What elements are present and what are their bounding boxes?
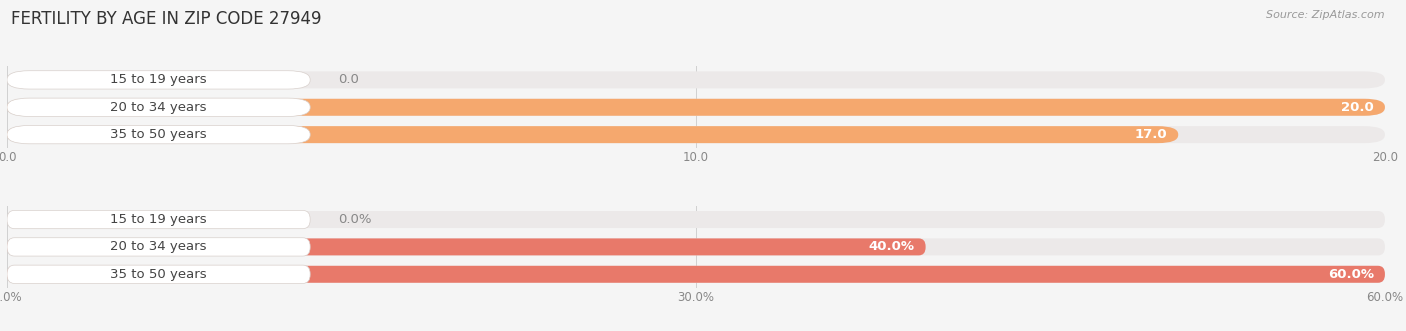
FancyBboxPatch shape (7, 238, 1385, 256)
FancyBboxPatch shape (7, 211, 1385, 228)
Text: 17.0: 17.0 (1135, 128, 1167, 141)
FancyBboxPatch shape (7, 238, 311, 256)
FancyBboxPatch shape (7, 98, 311, 117)
Text: 40.0%: 40.0% (869, 240, 914, 254)
Text: 0.0: 0.0 (337, 73, 359, 86)
FancyBboxPatch shape (7, 265, 311, 283)
Text: Source: ZipAtlas.com: Source: ZipAtlas.com (1267, 10, 1385, 20)
FancyBboxPatch shape (7, 266, 1385, 283)
Text: 20 to 34 years: 20 to 34 years (110, 240, 207, 254)
FancyBboxPatch shape (7, 99, 1385, 116)
Text: 20 to 34 years: 20 to 34 years (110, 101, 207, 114)
FancyBboxPatch shape (7, 266, 1385, 283)
Text: 0.0%: 0.0% (337, 213, 371, 226)
FancyBboxPatch shape (7, 71, 1385, 88)
Text: 15 to 19 years: 15 to 19 years (110, 213, 207, 226)
FancyBboxPatch shape (7, 126, 1385, 143)
FancyBboxPatch shape (7, 125, 311, 144)
FancyBboxPatch shape (7, 211, 311, 229)
FancyBboxPatch shape (7, 126, 1178, 143)
Text: FERTILITY BY AGE IN ZIP CODE 27949: FERTILITY BY AGE IN ZIP CODE 27949 (11, 10, 322, 28)
Text: 35 to 50 years: 35 to 50 years (110, 128, 207, 141)
FancyBboxPatch shape (7, 99, 1385, 116)
FancyBboxPatch shape (7, 238, 925, 256)
Text: 20.0: 20.0 (1341, 101, 1374, 114)
Text: 35 to 50 years: 35 to 50 years (110, 268, 207, 281)
FancyBboxPatch shape (7, 71, 311, 89)
Text: 15 to 19 years: 15 to 19 years (110, 73, 207, 86)
Text: 60.0%: 60.0% (1327, 268, 1374, 281)
